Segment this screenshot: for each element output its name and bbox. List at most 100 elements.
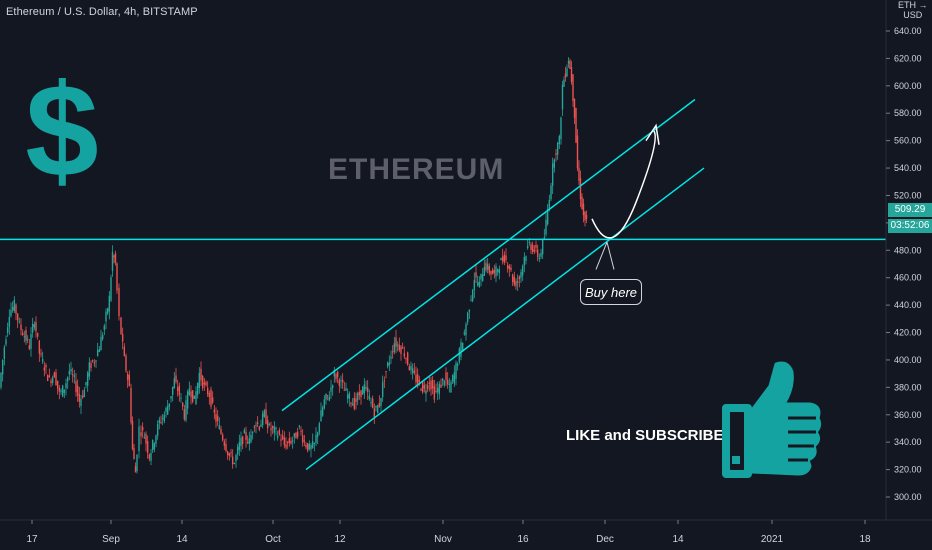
- candle-body-202: [336, 371, 339, 378]
- x-tick-6: 16: [517, 534, 529, 545]
- candle-body-120: [200, 368, 202, 381]
- candle-body-198: [330, 387, 332, 392]
- candle-body-238: [396, 344, 399, 346]
- candle-body-137: [228, 453, 231, 456]
- candle-body-97: [161, 417, 164, 419]
- candle-body-314: [523, 256, 526, 266]
- candle-body-85: [141, 426, 144, 431]
- candle-body-151: [251, 432, 254, 434]
- candle-body-149: [248, 438, 251, 445]
- candle-body-315: [525, 256, 527, 262]
- candle-body-165: [275, 427, 277, 430]
- candle-body-189: [315, 434, 317, 443]
- candle-body-172: [286, 441, 289, 443]
- candle-body-242: [403, 353, 406, 357]
- candle-body-266: [443, 380, 446, 386]
- candle-body-236: [393, 343, 396, 353]
- candle-body-21: [35, 321, 37, 332]
- candle-body-159: [265, 409, 267, 424]
- candle-body-336: [560, 117, 562, 140]
- candle-body-146: [243, 430, 246, 434]
- candle-body-342: [569, 60, 571, 69]
- candle-body-253: [421, 382, 424, 393]
- candle-body-278: [463, 332, 466, 335]
- candle-body-239: [398, 344, 401, 351]
- candle-body-286: [476, 282, 479, 286]
- candle-body-183: [305, 445, 307, 448]
- candle-body-136: [226, 451, 229, 456]
- candle-body-208: [346, 394, 349, 399]
- candle-body-174: [290, 440, 292, 444]
- candle-body-5: [8, 316, 11, 327]
- candle-body-248: [413, 370, 416, 373]
- candle-body-234: [390, 356, 392, 359]
- candle-body-298: [496, 269, 499, 273]
- candle-body-353: [585, 214, 588, 219]
- candle-body-161: [268, 423, 271, 425]
- dollar-sign-icon: $: [25, 58, 98, 198]
- candles-layer: [0, 57, 588, 474]
- overlay-title: ETHEREUM: [328, 153, 505, 186]
- candle-body-328: [546, 208, 549, 225]
- candle-body-145: [241, 436, 244, 444]
- buy-here-label[interactable]: Buy here: [580, 279, 642, 305]
- candle-body-352: [584, 211, 586, 221]
- x-tick-1: Sep: [102, 534, 120, 545]
- candle-body-143: [238, 442, 241, 451]
- channel-lower-line: [305, 167, 705, 471]
- candle-body-115: [191, 390, 194, 402]
- candle-body-177: [295, 432, 297, 439]
- candle-body-186: [310, 445, 312, 450]
- candle-body-291: [485, 263, 487, 271]
- x-tick-8: 14: [672, 534, 684, 545]
- candle-body-297: [495, 266, 497, 277]
- y-tick-340: 340.00: [894, 437, 922, 447]
- candle-body-330: [550, 185, 552, 200]
- candle-body-90: [150, 453, 152, 461]
- candle-body-284: [473, 280, 476, 291]
- candle-body-210: [350, 403, 352, 405]
- like-subscribe-text: LIKE and SUBSCRIBE: [566, 427, 724, 444]
- candle-body-79: [131, 421, 134, 449]
- candle-body-276: [460, 342, 462, 357]
- candle-body-303: [505, 255, 507, 261]
- candle-body-345: [573, 98, 576, 118]
- candle-body-147: [245, 432, 247, 441]
- candle-body-9: [15, 304, 17, 314]
- candle-body-232: [386, 362, 389, 367]
- candle-body-101: [168, 403, 171, 407]
- candle-body-224: [373, 408, 376, 418]
- candle-body-275: [458, 348, 461, 362]
- candle-body-164: [273, 426, 276, 433]
- countdown-tag: 03:52:06: [888, 219, 932, 233]
- candle-body-154: [256, 422, 259, 425]
- candle-body-313: [521, 265, 524, 276]
- candle-body-153: [255, 425, 257, 427]
- candle-body-301: [501, 256, 504, 262]
- x-tick-4: 12: [334, 534, 346, 545]
- candle-body-53: [88, 362, 91, 377]
- candle-body-307: [511, 274, 514, 283]
- price-axis-bg: [886, 0, 932, 520]
- candle-body-199: [331, 385, 334, 389]
- candle-body-18: [30, 334, 32, 349]
- candle-body-48: [80, 398, 82, 406]
- candle-body-2: [3, 347, 6, 359]
- candle-body-43: [71, 374, 74, 376]
- candle-body-76: [126, 374, 129, 380]
- x-tick-2: 14: [176, 534, 188, 545]
- candle-body-20: [33, 324, 36, 328]
- candle-body-237: [395, 337, 397, 347]
- candle-body-310: [516, 281, 519, 283]
- candle-body-268: [446, 379, 449, 385]
- candle-body-200: [333, 370, 336, 377]
- candle-body-50: [83, 389, 86, 398]
- candle-body-52: [86, 372, 89, 386]
- candle-body-229: [381, 382, 384, 398]
- candle-body-327: [545, 219, 547, 235]
- candle-body-249: [415, 374, 417, 383]
- x-tick-3: Oct: [265, 534, 281, 545]
- x-tick-7: Dec: [596, 534, 614, 545]
